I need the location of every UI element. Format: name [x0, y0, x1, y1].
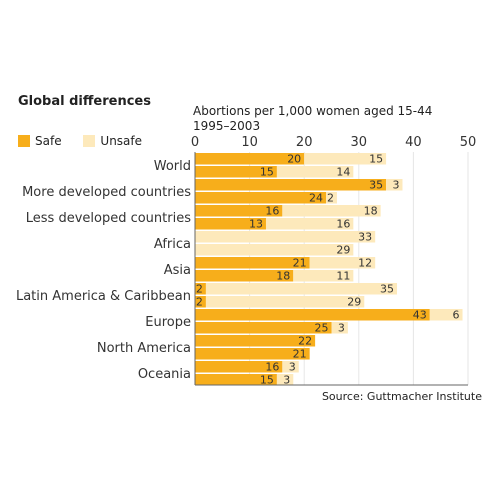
data-label-unsafe-less-developed-countries-second: 16 — [336, 218, 350, 231]
data-label-unsafe-world-second: 14 — [336, 166, 350, 179]
data-label-unsafe-africa-first: 33 — [358, 231, 372, 244]
data-label-safe-world-first: 20 — [287, 153, 301, 166]
category-label-africa: Africa — [154, 237, 191, 252]
bar-unsafe-world-first — [304, 153, 387, 165]
bar-unsafe-less-developed-countries-first — [282, 205, 381, 217]
data-label-safe-north-america-second: 21 — [293, 348, 307, 361]
x-tick-label-40: 40 — [405, 135, 422, 150]
bar-safe-europe-second — [195, 322, 332, 334]
bar-safe-asia-second — [195, 270, 294, 282]
bar-safe-europe-first — [195, 309, 430, 321]
bar-unsafe-asia-first — [309, 257, 376, 269]
bar-safe-oceania-second — [195, 374, 277, 386]
chart-title: Global differences — [18, 94, 151, 109]
data-label-safe-less-developed-countries-second: 13 — [249, 218, 263, 231]
data-label-unsafe-more-developed-countries-second: 2 — [327, 192, 334, 205]
data-label-unsafe-oceania-second: 3 — [283, 374, 290, 387]
data-label-safe-asia-first: 21 — [293, 257, 307, 270]
bar-safe-asia-first — [195, 257, 310, 269]
data-label-safe-more-developed-countries-first: 35 — [369, 179, 383, 192]
subtitle-line-period: 1995–2003 — [193, 119, 261, 133]
bar-unsafe-latin-america-caribbean-first — [205, 283, 398, 295]
bar-unsafe-asia-second — [293, 270, 354, 282]
data-label-unsafe-asia-first: 12 — [358, 257, 372, 270]
bar-unsafe-less-developed-countries-second — [265, 218, 354, 230]
bar-safe-north-america-second — [195, 348, 310, 360]
data-label-unsafe-more-developed-countries-first: 3 — [392, 179, 399, 192]
x-tick-label-20: 20 — [296, 135, 313, 150]
bar-unsafe-europe-second — [331, 322, 348, 334]
legend: Safe Unsafe — [18, 134, 160, 150]
data-label-safe-asia-second: 18 — [276, 270, 290, 283]
bar-unsafe-more-developed-countries-second — [326, 192, 337, 204]
data-label-safe-more-developed-countries-second: 24 — [309, 192, 323, 205]
category-label-north-america: North America — [97, 341, 191, 356]
bar-safe-more-developed-countries-first — [195, 179, 387, 191]
legend-swatch-unsafe — [83, 135, 96, 147]
data-label-safe-latin-america-caribbean-first: 2 — [196, 283, 203, 296]
bar-safe-north-america-first — [195, 335, 316, 347]
bar-unsafe-latin-america-caribbean-second — [205, 296, 365, 308]
data-label-unsafe-latin-america-caribbean-second: 29 — [347, 296, 361, 309]
legend-item-unsafe: Unsafe — [83, 134, 142, 148]
data-label-safe-europe-first: 43 — [413, 309, 427, 322]
legend-swatch-safe — [18, 135, 30, 147]
bar-safe-world-first — [195, 153, 305, 165]
x-tick-label-50: 50 — [460, 135, 477, 150]
bar-safe-world-second — [195, 166, 277, 178]
category-label-latin-america-caribbean: Latin America & Caribbean — [16, 289, 191, 304]
data-label-safe-latin-america-caribbean-second: 2 — [196, 296, 203, 309]
data-label-safe-oceania-first: 16 — [265, 361, 279, 374]
bar-unsafe-more-developed-countries-first — [386, 179, 403, 191]
category-label-world: World — [154, 159, 191, 174]
legend-item-safe: Safe — [18, 134, 62, 148]
bar-safe-latin-america-caribbean-second — [195, 296, 206, 308]
category-label-oceania: Oceania — [138, 367, 191, 382]
legend-label-unsafe: Unsafe — [100, 134, 143, 148]
x-tick-label-10: 10 — [241, 135, 258, 150]
bar-safe-latin-america-caribbean-first — [195, 283, 206, 295]
x-tick-label-0: 0 — [191, 135, 199, 150]
data-label-unsafe-less-developed-countries-first: 18 — [364, 205, 378, 218]
category-label-less-developed-countries: Less developed countries — [26, 211, 191, 226]
data-label-unsafe-world-first: 15 — [369, 153, 383, 166]
data-label-unsafe-oceania-first: 3 — [289, 361, 296, 374]
data-label-safe-oceania-second: 15 — [260, 374, 274, 387]
data-label-safe-less-developed-countries-first: 16 — [265, 205, 279, 218]
category-label-more-developed-countries: More developed countries — [22, 185, 191, 200]
data-label-unsafe-latin-america-caribbean-first: 35 — [380, 283, 394, 296]
data-label-unsafe-asia-second: 11 — [336, 270, 350, 283]
legend-label-safe: Safe — [35, 134, 62, 148]
data-label-unsafe-europe-first: 6 — [453, 309, 460, 322]
bar-unsafe-africa-first — [195, 231, 376, 243]
subtitle-line-measure: Abortions per 1,000 women aged 15-44 — [193, 104, 433, 118]
bar-unsafe-europe-first — [429, 309, 463, 321]
x-tick-label-30: 30 — [351, 135, 368, 150]
bar-unsafe-oceania-second — [276, 374, 294, 386]
data-label-safe-world-second: 15 — [260, 166, 274, 179]
bar-unsafe-oceania-first — [282, 361, 299, 373]
bar-safe-more-developed-countries-second — [195, 192, 327, 204]
chart-subtitle: Abortions per 1,000 women aged 15-44 199… — [193, 104, 432, 134]
data-label-safe-europe-second: 25 — [315, 322, 329, 335]
category-label-europe: Europe — [145, 315, 191, 330]
bar-safe-less-developed-countries-first — [195, 205, 283, 217]
category-label-asia: Asia — [164, 263, 191, 278]
data-label-safe-north-america-first: 22 — [298, 335, 312, 348]
source-note: Source: Guttmacher Institute — [321, 390, 482, 403]
data-label-unsafe-africa-second: 29 — [336, 244, 350, 257]
data-label-unsafe-europe-second: 3 — [338, 322, 345, 335]
bar-unsafe-africa-second — [195, 244, 354, 256]
bar-safe-oceania-first — [195, 361, 283, 373]
bar-unsafe-world-second — [276, 166, 354, 178]
bar-safe-less-developed-countries-second — [195, 218, 266, 230]
